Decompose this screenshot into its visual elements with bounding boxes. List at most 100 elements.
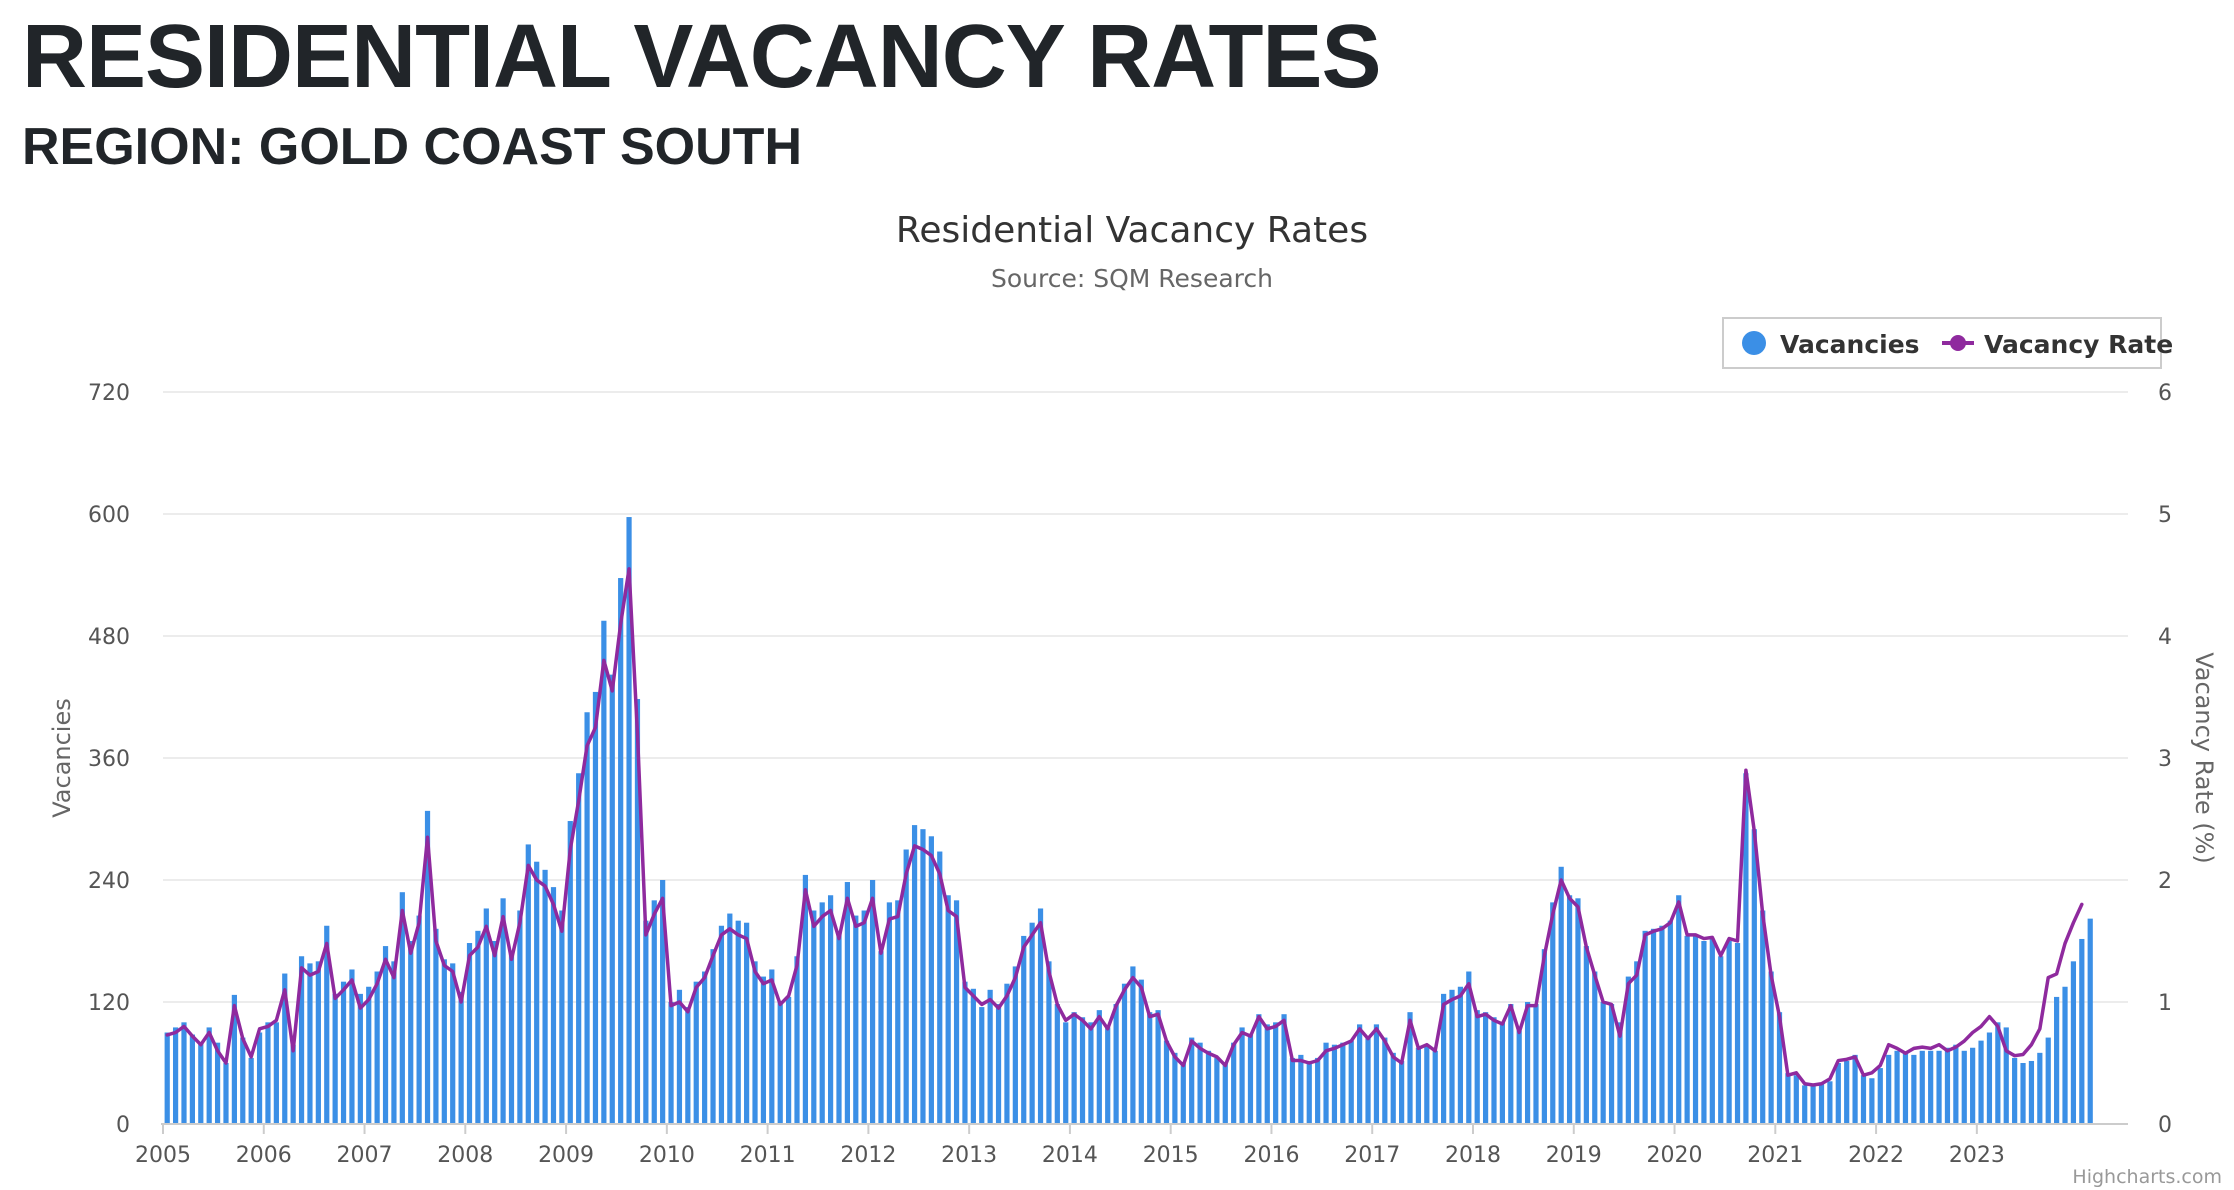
vacancies-bar[interactable]: [508, 951, 515, 1124]
vacancies-bar[interactable]: [357, 993, 363, 1124]
vacancies-bar[interactable]: [1390, 1052, 1396, 1124]
vacancies-bar[interactable]: [1113, 1004, 1119, 1124]
vacancies-bar[interactable]: [1482, 1012, 1489, 1124]
vacancies-bar[interactable]: [1273, 1022, 1279, 1124]
vacancies-bar[interactable]: [1029, 922, 1035, 1124]
vacancies-bar[interactable]: [945, 895, 951, 1124]
vacancies-bar[interactable]: [676, 989, 683, 1124]
vacancies-bar[interactable]: [1869, 1078, 1875, 1124]
vacancies-bar[interactable]: [1659, 925, 1665, 1124]
vacancies-bar[interactable]: [500, 898, 506, 1124]
vacancies-bar[interactable]: [483, 908, 489, 1124]
vacancies-bar[interactable]: [1877, 1068, 1883, 1124]
vacancies-bar[interactable]: [1692, 935, 1699, 1124]
vacancies-bar[interactable]: [1810, 1085, 1816, 1124]
vacancies-bar[interactable]: [433, 928, 439, 1124]
vacancies-bar[interactable]: [1046, 961, 1052, 1124]
vacancies-bar[interactable]: [1424, 1044, 1430, 1124]
vacancies-bar[interactable]: [1012, 966, 1018, 1124]
vacancies-bar[interactable]: [861, 910, 867, 1125]
vacancies-bar[interactable]: [1566, 895, 1573, 1124]
vacancies-bar[interactable]: [702, 971, 708, 1125]
vacancies-bar[interactable]: [340, 981, 347, 1124]
vacancies-bar[interactable]: [1575, 898, 1581, 1124]
vacancies-bar[interactable]: [794, 956, 800, 1124]
vacancies-bar[interactable]: [1407, 1012, 1413, 1124]
vacancies-bar[interactable]: [475, 930, 481, 1124]
vacancies-bar[interactable]: [1701, 941, 1707, 1124]
vacancies-bar[interactable]: [2003, 1027, 2009, 1124]
vacancies-bar[interactable]: [878, 951, 884, 1124]
vacancies-bar[interactable]: [332, 993, 338, 1124]
vacancies-bar[interactable]: [424, 810, 431, 1124]
vacancies-bar[interactable]: [1835, 1063, 1841, 1124]
vacancies-bar[interactable]: [374, 971, 380, 1125]
vacancies-bar[interactable]: [450, 963, 456, 1124]
vacancies-bar[interactable]: [1743, 773, 1749, 1124]
vacancies-bar[interactable]: [1231, 1042, 1237, 1124]
vacancies-bar[interactable]: [265, 1022, 271, 1124]
vacancies-bar[interactable]: [1340, 1042, 1346, 1124]
vacancies-bar[interactable]: [1079, 1017, 1086, 1124]
vacancies-bar[interactable]: [189, 1034, 195, 1124]
vacancies-bar[interactable]: [752, 961, 758, 1124]
vacancies-bar[interactable]: [1121, 983, 1128, 1124]
vacancies-bar[interactable]: [206, 1027, 212, 1124]
vacancies-bar[interactable]: [1491, 1017, 1497, 1124]
vacancies-bar[interactable]: [584, 712, 590, 1124]
vacancies-bar[interactable]: [1197, 1042, 1203, 1124]
vacancies-bar[interactable]: [1382, 1037, 1388, 1124]
vacancies-bar[interactable]: [1894, 1050, 1900, 1124]
vacancies-bar[interactable]: [1986, 1032, 1993, 1125]
vacancies-bar[interactable]: [1541, 949, 1547, 1124]
vacancies-bar[interactable]: [1163, 1040, 1170, 1124]
vacancies-bar[interactable]: [1306, 1060, 1312, 1124]
vacancies-bar[interactable]: [886, 902, 892, 1124]
vacancies-bar[interactable]: [391, 961, 397, 1124]
vacancies-bar[interactable]: [559, 910, 565, 1125]
vacancies-bar[interactable]: [1063, 1022, 1069, 1124]
vacancies-bar[interactable]: [214, 1042, 221, 1124]
vacancies-bar[interactable]: [1667, 920, 1673, 1124]
vacancies-bar[interactable]: [534, 861, 540, 1124]
vacancies-bar[interactable]: [1928, 1050, 1934, 1124]
vacancies-bar[interactable]: [366, 986, 372, 1124]
vacancies-bar[interactable]: [1751, 829, 1757, 1124]
vacancies-bar[interactable]: [1054, 1004, 1060, 1124]
vacancies-bar[interactable]: [1995, 1022, 2001, 1124]
vacancies-bar[interactable]: [1709, 938, 1715, 1124]
vacancies-bar[interactable]: [1768, 971, 1774, 1125]
vacancies-bar[interactable]: [895, 900, 901, 1124]
vacancies-bar[interactable]: [1550, 902, 1556, 1124]
vacancies-bar[interactable]: [2087, 918, 2093, 1124]
vacancies-bar[interactable]: [1944, 1047, 1951, 1124]
vacancies-bar[interactable]: [399, 892, 405, 1124]
vacancies-bar[interactable]: [1474, 1010, 1480, 1124]
vacancies-bar[interactable]: [1726, 941, 1732, 1124]
vacancies-bar[interactable]: [576, 773, 582, 1124]
vacancies-bar[interactable]: [1793, 1075, 1799, 1124]
vacancies-bar[interactable]: [298, 956, 305, 1124]
vacancies-bar[interactable]: [2054, 996, 2060, 1124]
vacancies-bar[interactable]: [1138, 979, 1144, 1124]
vacancies-bar[interactable]: [1155, 1010, 1161, 1124]
vacancies-bar[interactable]: [1441, 993, 1447, 1124]
vacancies-bar[interactable]: [1676, 895, 1682, 1124]
vacancies-bar[interactable]: [2079, 938, 2085, 1124]
vacancies-bar[interactable]: [1189, 1037, 1195, 1124]
vacancies-bar[interactable]: [1357, 1024, 1363, 1124]
vacancies-bar[interactable]: [685, 1007, 691, 1124]
vacancies-bar[interactable]: [1499, 1022, 1505, 1124]
vacancies-bar[interactable]: [1516, 1030, 1522, 1124]
vacancies-bar[interactable]: [1239, 1027, 1245, 1124]
vacancies-bar[interactable]: [324, 925, 330, 1124]
vacancies-bar[interactable]: [273, 1022, 279, 1124]
vacancies-bar[interactable]: [1642, 930, 1648, 1124]
vacancies-bar[interactable]: [231, 994, 237, 1124]
vacancies-bar[interactable]: [517, 910, 523, 1125]
vacancies-bar[interactable]: [1180, 1063, 1186, 1124]
vacancies-bar[interactable]: [744, 922, 750, 1124]
vacancies-bar[interactable]: [1071, 1012, 1077, 1124]
vacancies-bar[interactable]: [1222, 1063, 1228, 1124]
vacancies-bar[interactable]: [1298, 1054, 1304, 1124]
